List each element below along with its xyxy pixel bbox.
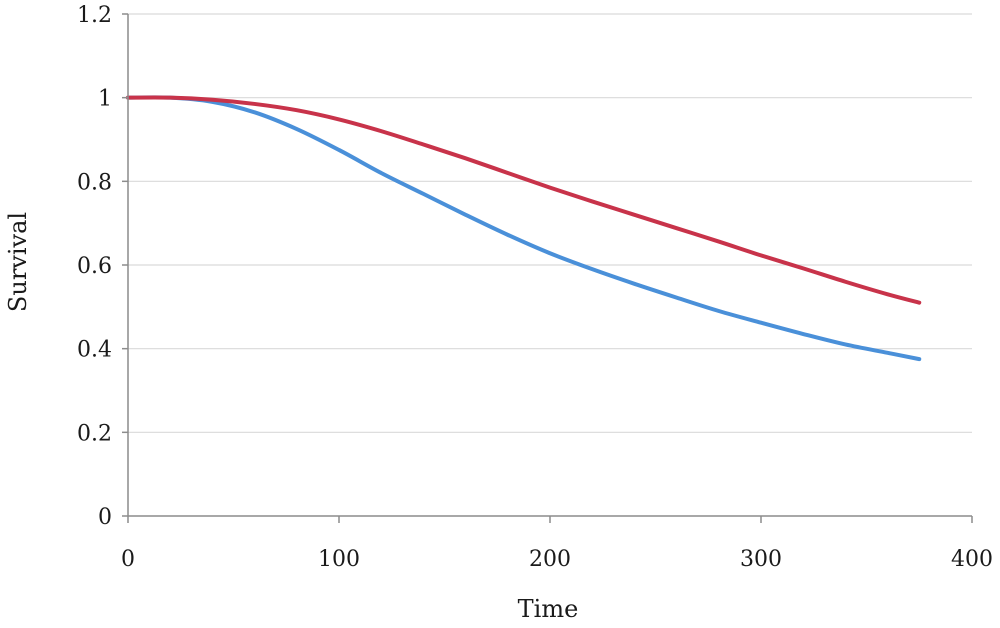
y-tick-label: 1.2 (77, 3, 112, 28)
x-tick-label: 100 (318, 547, 360, 572)
y-axis-title: Survival (4, 212, 32, 312)
y-tick-label: 0.2 (77, 421, 112, 446)
tick-labels: 0 0.2 0.4 0.6 0.8 1 1.2 0 100 200 300 400 (77, 3, 993, 572)
x-tick-label: 300 (740, 547, 782, 572)
y-tick-label: 0 (98, 505, 112, 530)
series-line-1 (126, 95, 922, 305)
y-tick-label: 0.6 (77, 254, 112, 279)
axes (122, 13, 973, 523)
series-line-2 (126, 95, 922, 362)
x-tick-label: 0 (121, 547, 135, 572)
gridlines (128, 13, 972, 433)
x-tick-label: 200 (529, 547, 571, 572)
x-axis-title: Time (518, 595, 579, 623)
y-tick-label: 0.4 (77, 338, 112, 363)
y-tick-label: 1 (98, 87, 112, 112)
x-tick-label: 400 (951, 547, 993, 572)
series-group (126, 95, 922, 362)
y-tick-label: 0.8 (77, 170, 112, 195)
